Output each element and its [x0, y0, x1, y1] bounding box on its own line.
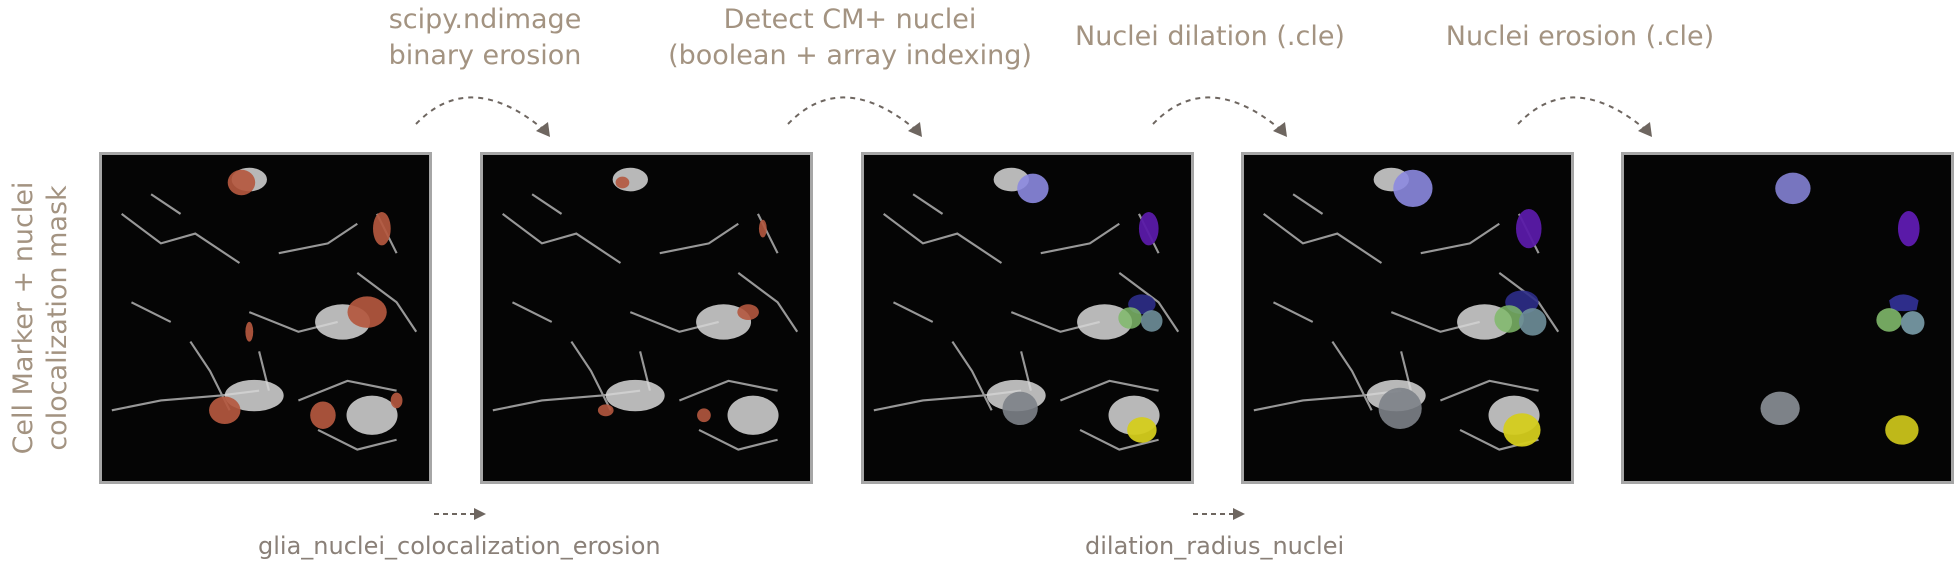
dashed-arrow-icon	[434, 508, 486, 520]
step-title-nuclei-dilation: Nuclei dilation (.cle)	[1060, 19, 1360, 55]
side-label: Cell Marker + nuclei colocalization mask	[0, 0, 80, 565]
nuclei-erosion-panel	[1621, 152, 1954, 484]
step-title-line: binary erosion	[388, 40, 582, 71]
side-label-line2: colocalization mask	[42, 185, 73, 451]
step-title-line: scipy.ndimage	[388, 4, 582, 35]
curved-arrow-icon	[1152, 96, 1287, 137]
curved-arrow-icon	[415, 96, 550, 137]
step-title-line: Nuclei dilation (.cle)	[1075, 21, 1345, 52]
step-title-line: Detect CM+ nuclei	[723, 4, 977, 35]
param-dilation-radius: dilation_radius_nuclei	[1085, 532, 1345, 560]
step-title-line: Nuclei erosion (.cle)	[1445, 21, 1715, 52]
cm-nuclei-panel	[861, 152, 1194, 484]
step-title-nuclei-erosion: Nuclei erosion (.cle)	[1430, 19, 1730, 55]
curved-arrow-icon	[787, 96, 922, 137]
step-title-detect-nuclei: Detect CM+ nuclei (boolean + array index…	[660, 2, 1040, 74]
curved-arrow-icon	[1517, 96, 1652, 137]
param-colocalization-erosion: glia_nuclei_colocalization_erosion	[258, 532, 661, 560]
step-title-line: (boolean + array indexing)	[668, 40, 1032, 71]
dashed-arrow-icon	[1193, 508, 1245, 520]
binary-erosion-panel	[480, 152, 813, 484]
colocalization-mask-panel	[99, 152, 432, 484]
nuclei-dilation-panel	[1241, 152, 1574, 484]
side-label-line1: Cell Marker + nuclei	[8, 182, 39, 455]
step-title-binary-erosion: scipy.ndimage binary erosion	[340, 2, 630, 74]
